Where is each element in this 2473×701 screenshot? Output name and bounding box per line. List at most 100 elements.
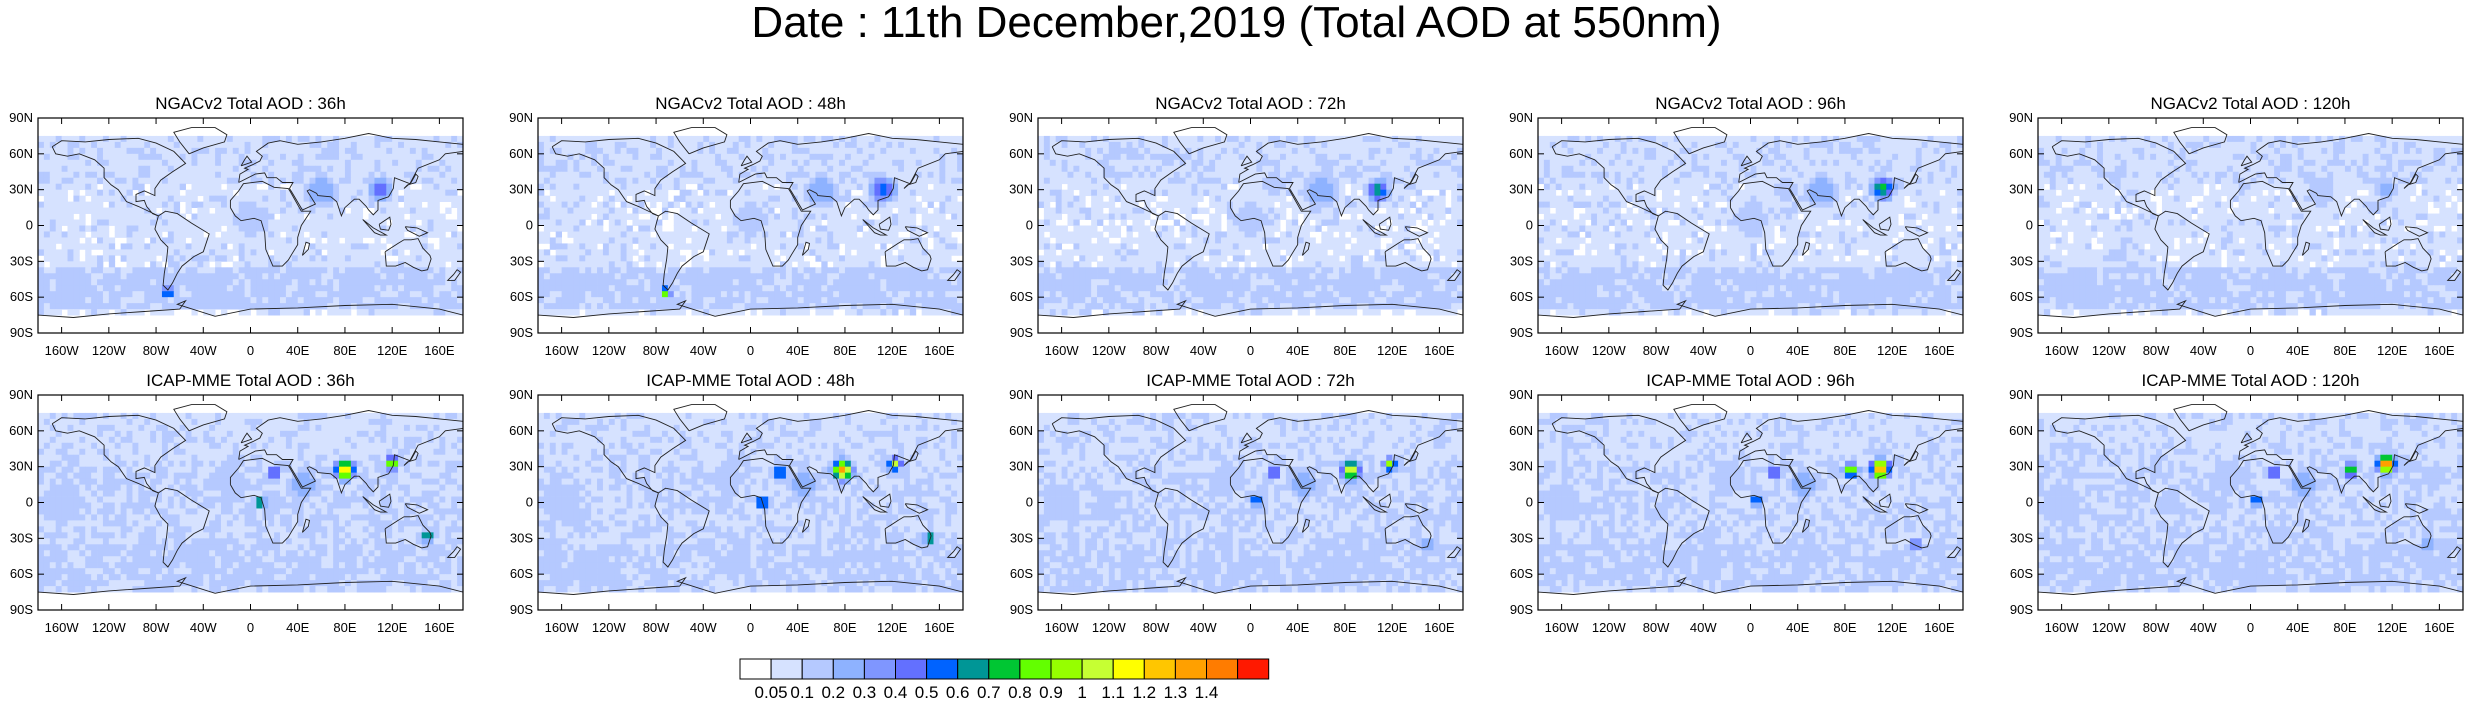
lon-tick-label: 120W xyxy=(92,620,127,635)
lon-tick-label: 40E xyxy=(1786,343,1809,358)
lat-tick-label: 90S xyxy=(510,325,533,340)
lat-tick-label: 0 xyxy=(2026,218,2033,233)
lat-tick-label: 60N xyxy=(1009,423,1033,438)
lat-tick-label: 60N xyxy=(1509,146,1533,161)
lon-tick-label: 120W xyxy=(592,343,627,358)
lon-tick-label: 120E xyxy=(377,620,408,635)
aod-field xyxy=(538,118,963,333)
lat-tick-label: 30N xyxy=(2009,182,2033,197)
lon-tick-label: 80W xyxy=(2143,620,2170,635)
lat-tick-label: 30N xyxy=(9,459,33,474)
lon-tick-label: 40E xyxy=(286,343,309,358)
map-panel: NGACv2 Total AOD : 72h 90N 60N 30N 0 30S 60S 90… xyxy=(1009,94,1464,358)
lat-tick-label: 90N xyxy=(2009,110,2033,125)
coastlines xyxy=(538,127,963,318)
map-panel: NGACv2 Total AOD : 36h 90N 60N 30N 0 30S 60S 90… xyxy=(9,94,464,358)
lon-tick-label: 0 xyxy=(1247,343,1254,358)
lat-tick-label: 0 xyxy=(2026,495,2033,510)
panel-title: NGACv2 Total AOD : 120h xyxy=(2150,94,2350,113)
lat-tick-label: 30S xyxy=(10,530,33,545)
map-panel: ICAP-MME Total AOD : 36h 90N 60N 30N 0 30S 60S… xyxy=(9,371,464,635)
lon-tick-label: 160E xyxy=(424,620,455,635)
lat-tick-label: 60N xyxy=(509,146,533,161)
lon-tick-label: 0 xyxy=(1747,620,1754,635)
map-panel: ICAP-MME Total AOD : 48h 90N 60N 30N 0 30S 60S… xyxy=(509,371,964,635)
lat-tick-label: 30N xyxy=(1509,459,1533,474)
aod-field xyxy=(538,395,963,610)
panel-title: ICAP-MME Total AOD : 48h xyxy=(646,371,854,390)
lon-tick-label: 120W xyxy=(1092,620,1127,635)
coastlines xyxy=(1038,404,1463,595)
lon-tick-label: 160E xyxy=(424,343,455,358)
lat-tick-label: 30S xyxy=(2010,530,2033,545)
map-panel: NGACv2 Total AOD : 120h 90N 60N 30N 0 30S 60S 9… xyxy=(2009,94,2464,358)
aod-field xyxy=(1538,118,1963,333)
lon-tick-label: 0 xyxy=(247,343,254,358)
lat-tick-label: 0 xyxy=(1026,495,1033,510)
lat-tick-label: 60S xyxy=(1010,289,1033,304)
lon-tick-label: 120E xyxy=(2377,343,2408,358)
lon-tick-label: 0 xyxy=(1747,343,1754,358)
lon-tick-label: 40W xyxy=(1190,620,1217,635)
panel-title: NGACv2 Total AOD : 72h xyxy=(1155,94,1346,113)
lon-tick-label: 160W xyxy=(1045,343,1080,358)
lon-tick-label: 160W xyxy=(545,343,580,358)
aod-field xyxy=(1038,395,1463,610)
lon-tick-label: 160W xyxy=(1545,343,1580,358)
lat-tick-label: 60S xyxy=(1510,566,1533,581)
lon-tick-label: 40E xyxy=(286,620,309,635)
lon-tick-label: 40W xyxy=(190,620,217,635)
panel-title: NGACv2 Total AOD : 96h xyxy=(1655,94,1846,113)
lon-tick-label: 120W xyxy=(2092,620,2127,635)
lon-tick-label: 0 xyxy=(747,620,754,635)
lon-tick-label: 80W xyxy=(643,620,670,635)
lon-tick-label: 80E xyxy=(333,343,356,358)
lat-tick-label: 90N xyxy=(1009,110,1033,125)
lon-tick-label: 120W xyxy=(592,620,627,635)
lat-tick-label: 0 xyxy=(1526,218,1533,233)
lon-tick-label: 0 xyxy=(247,620,254,635)
lat-tick-label: 30N xyxy=(509,182,533,197)
lat-tick-label: 30N xyxy=(2009,459,2033,474)
lat-tick-label: 90N xyxy=(1509,387,1533,402)
coastlines xyxy=(538,404,963,595)
lat-tick-label: 90S xyxy=(2010,325,2033,340)
lat-tick-label: 30N xyxy=(1009,459,1033,474)
lon-tick-label: 160W xyxy=(2045,620,2080,635)
lat-tick-label: 60S xyxy=(510,289,533,304)
panel-title: ICAP-MME Total AOD : 96h xyxy=(1646,371,1854,390)
lon-tick-label: 40W xyxy=(1190,343,1217,358)
lat-tick-label: 30N xyxy=(9,182,33,197)
lon-tick-label: 80W xyxy=(143,620,170,635)
lon-tick-label: 40W xyxy=(690,343,717,358)
lon-tick-label: 160W xyxy=(45,343,80,358)
lat-tick-label: 0 xyxy=(526,218,533,233)
lat-tick-label: 90N xyxy=(1009,387,1033,402)
lon-tick-label: 0 xyxy=(2247,343,2254,358)
lon-tick-label: 120E xyxy=(377,343,408,358)
lon-tick-label: 40W xyxy=(2190,620,2217,635)
lon-tick-label: 0 xyxy=(1247,620,1254,635)
aod-field xyxy=(2038,118,2463,333)
lon-tick-label: 120E xyxy=(1877,343,1908,358)
panel-title: ICAP-MME Total AOD : 120h xyxy=(2142,371,2360,390)
aod-field xyxy=(38,395,463,610)
lon-tick-label: 40E xyxy=(1286,620,1309,635)
lon-tick-label: 80W xyxy=(1143,343,1170,358)
lat-tick-label: 90N xyxy=(509,387,533,402)
lon-tick-label: 0 xyxy=(747,343,754,358)
lat-tick-label: 90N xyxy=(1509,110,1533,125)
lat-tick-label: 0 xyxy=(26,218,33,233)
lon-tick-label: 80E xyxy=(833,343,856,358)
lat-tick-label: 60S xyxy=(10,566,33,581)
lon-tick-label: 80W xyxy=(1643,620,1670,635)
coastlines xyxy=(1038,127,1463,318)
lat-tick-label: 60N xyxy=(9,146,33,161)
lon-tick-label: 160E xyxy=(2424,343,2455,358)
lon-tick-label: 40W xyxy=(1690,620,1717,635)
lon-tick-label: 80E xyxy=(1333,343,1356,358)
lon-tick-label: 160E xyxy=(1924,620,1955,635)
lon-tick-label: 120E xyxy=(1377,343,1408,358)
lon-tick-label: 80E xyxy=(833,620,856,635)
lon-tick-label: 80E xyxy=(1833,343,1856,358)
